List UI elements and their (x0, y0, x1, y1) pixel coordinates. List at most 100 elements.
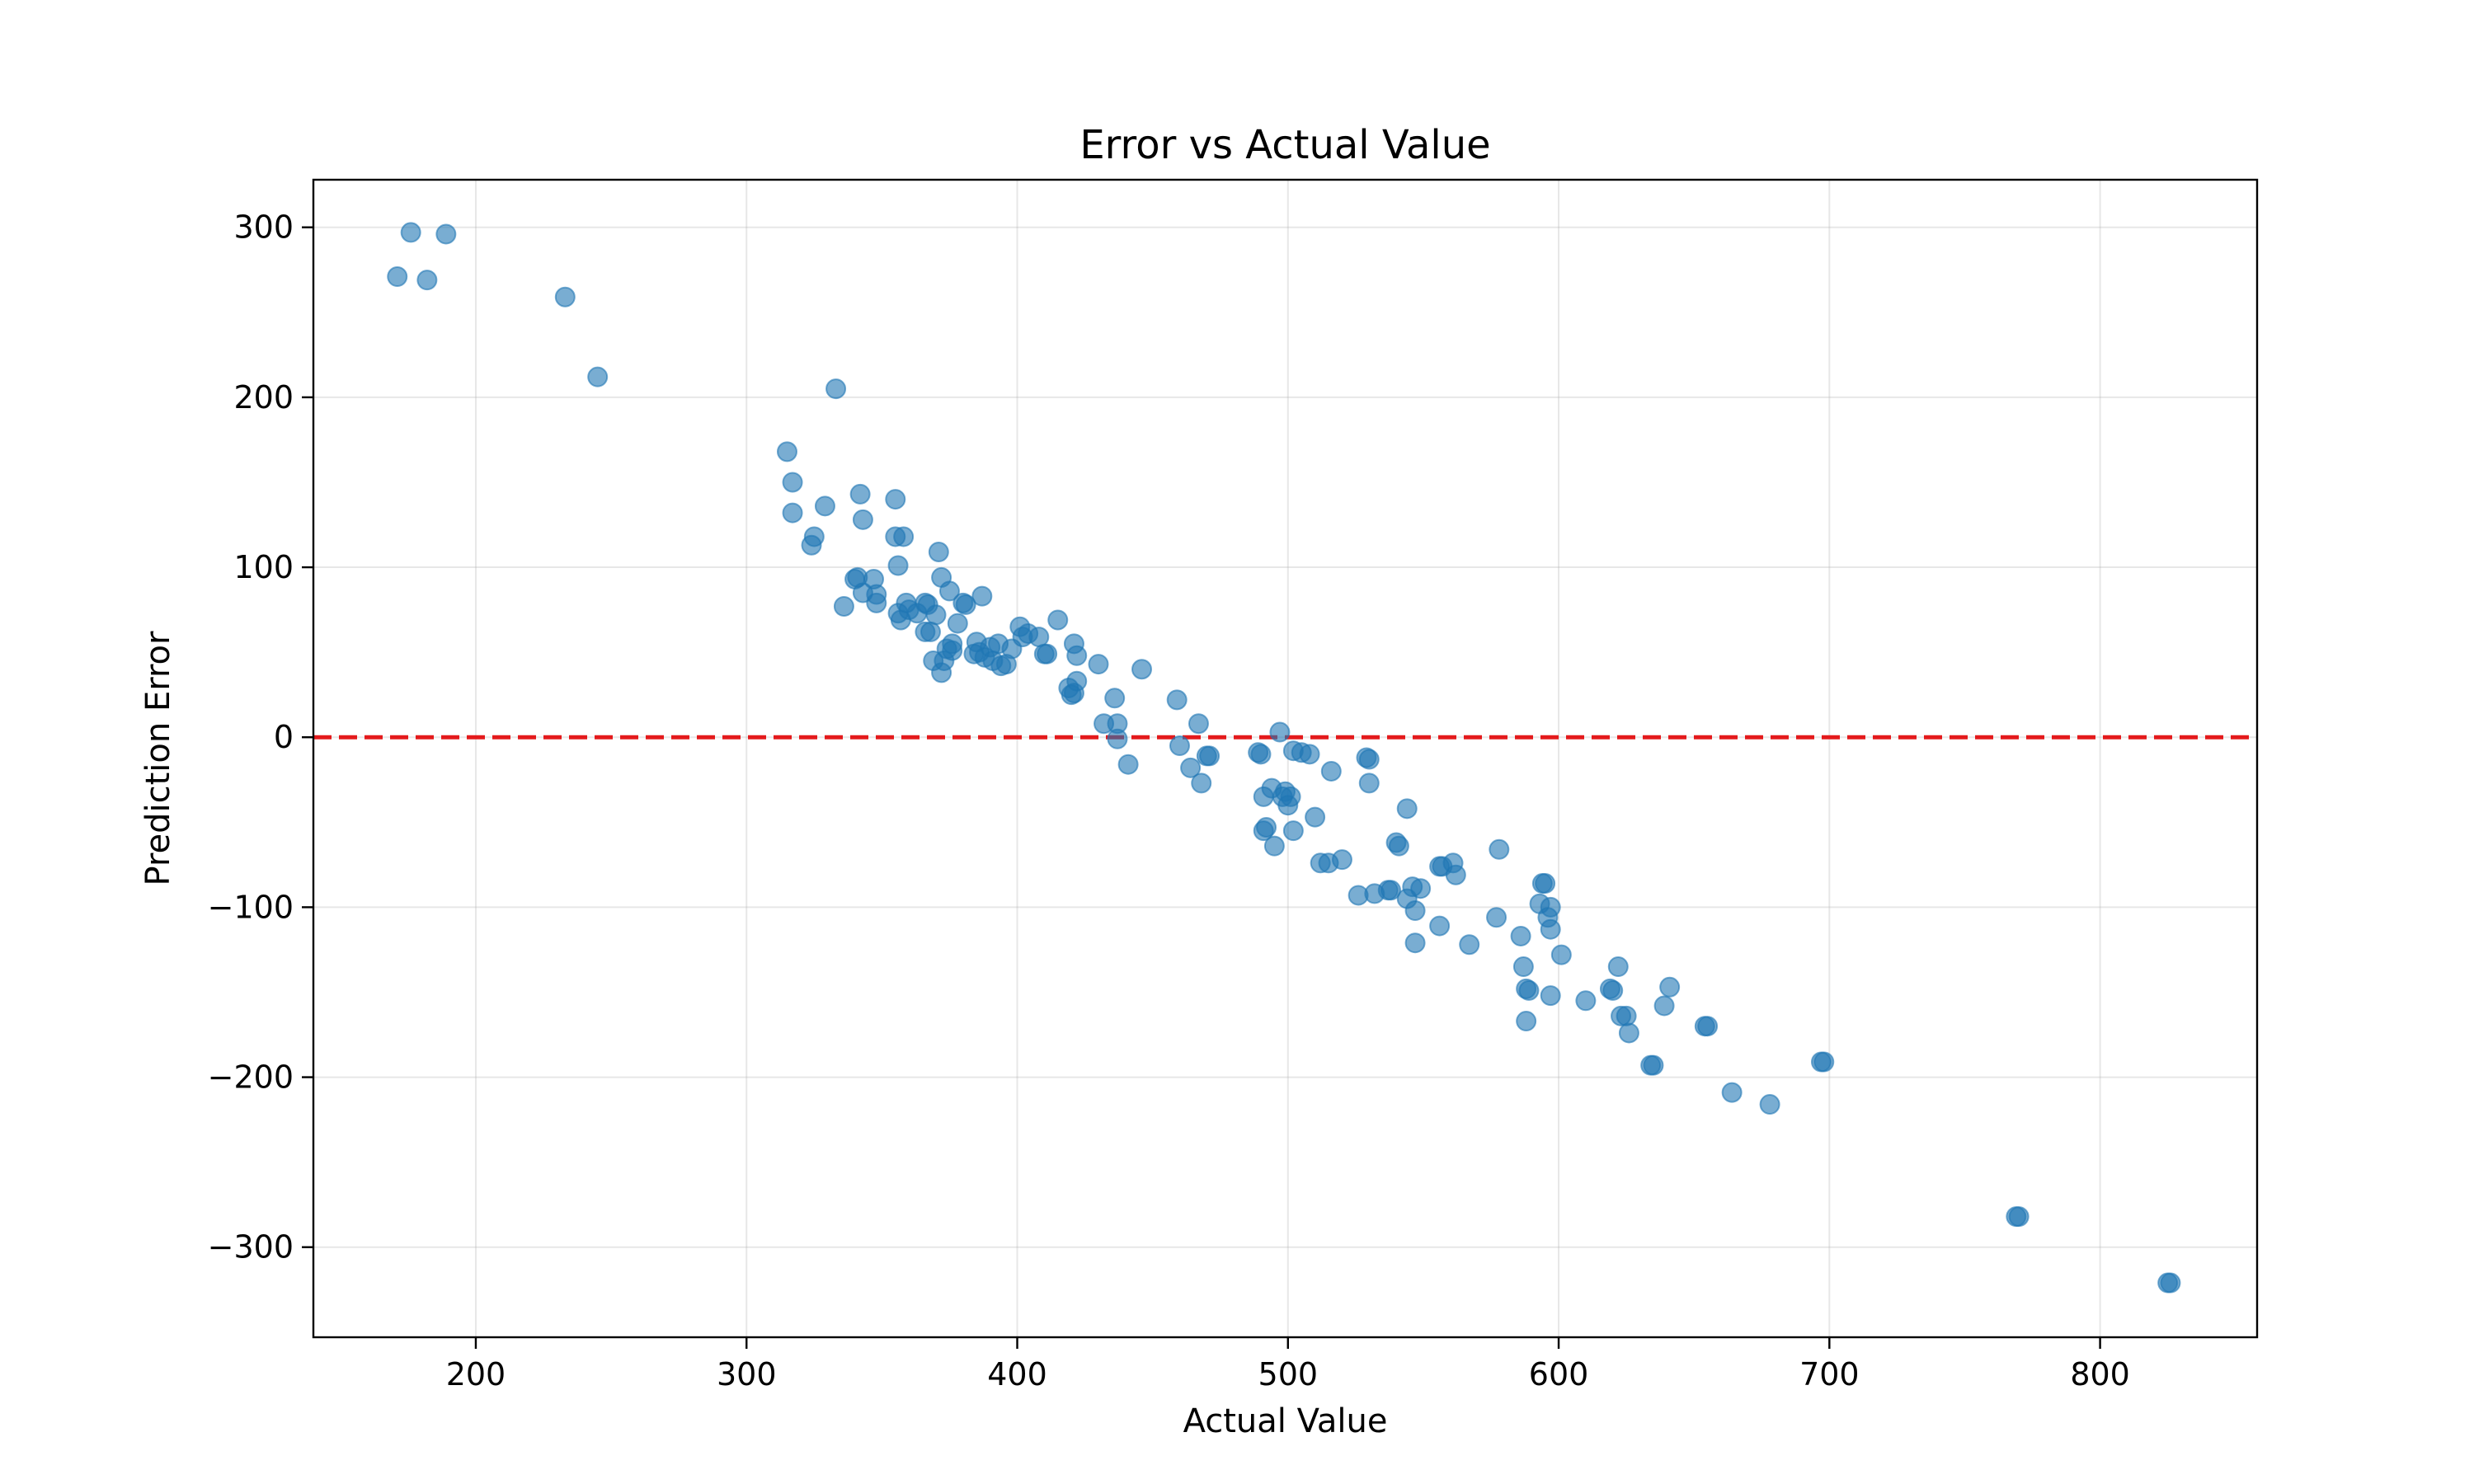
x-tick-label: 600 (1529, 1356, 1589, 1392)
scatter-point (1486, 907, 1507, 928)
scatter-point (1166, 689, 1188, 711)
scatter-point (1653, 995, 1675, 1017)
scatter-point (400, 222, 421, 243)
grid-layer (313, 180, 2257, 1337)
scatter-point (1047, 609, 1069, 631)
x-tick-label: 200 (446, 1356, 506, 1392)
scatter-point (1191, 773, 1212, 794)
scatter-point (938, 580, 960, 602)
scatter-point (942, 640, 963, 661)
scatter-point (1759, 1094, 1780, 1115)
scatter-point (1117, 754, 1139, 775)
scatter-point (1540, 985, 1561, 1007)
scatter-point (2008, 1206, 2030, 1228)
scatter-point (554, 286, 576, 308)
y-tick-label: 300 (233, 209, 294, 246)
scatter-point (1066, 645, 1088, 666)
scatter-point (1305, 806, 1326, 828)
scatter-point (782, 472, 803, 493)
scatter-point (887, 555, 909, 576)
scatter-point (814, 495, 835, 517)
scatter-point (1813, 1051, 1835, 1073)
scatter-point (1280, 786, 1301, 807)
scatter-point (1512, 956, 1534, 978)
scatter-point (1540, 896, 1561, 918)
scatter-point (885, 489, 906, 510)
scatter-point (849, 483, 871, 505)
scatter-point (1028, 627, 1050, 648)
scatter-point (1459, 934, 1480, 956)
x-tick-label: 800 (2070, 1356, 2130, 1392)
x-tick-label: 700 (1799, 1356, 1860, 1392)
scatter-point (852, 509, 873, 530)
y-tick-label: 100 (233, 549, 294, 585)
scatter-point (1602, 979, 1624, 1001)
scatter-point (1104, 688, 1126, 709)
chart-title: Error vs Actual Value (1079, 122, 1490, 168)
scatter-point (1066, 670, 1088, 692)
scatter-point (1131, 659, 1153, 680)
scatter-point (1380, 880, 1402, 901)
scatter-point (803, 526, 825, 547)
scatter-point (1388, 835, 1409, 857)
x-tick-label: 300 (717, 1356, 777, 1392)
scatter-point (928, 542, 949, 563)
scatter-point (1697, 1016, 1719, 1037)
scatter-point (587, 366, 609, 387)
scatter-point (925, 604, 947, 626)
axes-frame (312, 178, 2259, 1339)
y-tick-label: −300 (208, 1229, 294, 1266)
scatter-point (1396, 798, 1418, 819)
scatter-point (1358, 749, 1380, 770)
scatter-point (1180, 757, 1202, 778)
y-tick-label: −100 (208, 889, 294, 925)
scatter-point (1404, 932, 1426, 954)
scatter-point (893, 526, 915, 547)
scatter-point (1643, 1054, 1664, 1076)
scatter-point (1250, 744, 1272, 765)
scatter-point (782, 502, 803, 524)
scatter-point (833, 595, 854, 617)
scatter-point (825, 378, 847, 400)
scatter-point (387, 266, 408, 288)
scatter-point (1575, 990, 1597, 1012)
ticks-layer: 200 300 400 500 600 700 800 300 200 100 0 −100 −200 −… (208, 209, 2130, 1392)
scatter-point (1516, 1011, 1537, 1032)
scatter-point (1037, 643, 1058, 665)
scatter-point (1410, 878, 1432, 899)
y-tick-label: 200 (233, 379, 294, 416)
scatter-point (1331, 849, 1352, 871)
scatter-point (435, 223, 457, 245)
y-tick-label: 0 (274, 719, 294, 755)
scatter-point (2160, 1272, 2181, 1294)
scatter-point (1659, 976, 1681, 998)
scatter-point (866, 584, 887, 605)
scatter-point (1510, 925, 1531, 946)
points-layer (387, 222, 2181, 1294)
scatter-point (416, 270, 438, 291)
scatter-point (1088, 654, 1109, 675)
scatter-point (1607, 956, 1629, 978)
scatter-point (1618, 1022, 1639, 1044)
scatter-point (1404, 900, 1426, 922)
scatter-point (1169, 735, 1190, 757)
x-tick-label: 500 (1258, 1356, 1319, 1392)
scatter-point (1616, 1005, 1637, 1026)
scatter-point (1445, 864, 1466, 885)
scatter-point (1550, 944, 1572, 965)
scatter-point (1429, 915, 1451, 937)
scatter-point (1489, 838, 1510, 860)
scatter-point (955, 594, 976, 615)
scatter-point (776, 441, 797, 463)
scatter-point (1282, 820, 1304, 842)
scatter-point (1188, 713, 1209, 735)
y-axis-label: Prediction Error (139, 631, 177, 885)
scatter-point (1256, 816, 1277, 838)
scatter-point (947, 613, 968, 634)
scatter-point (1518, 979, 1540, 1001)
scatter-point (971, 585, 993, 607)
scatter-point (1535, 873, 1556, 895)
scatter-point (1540, 918, 1561, 940)
